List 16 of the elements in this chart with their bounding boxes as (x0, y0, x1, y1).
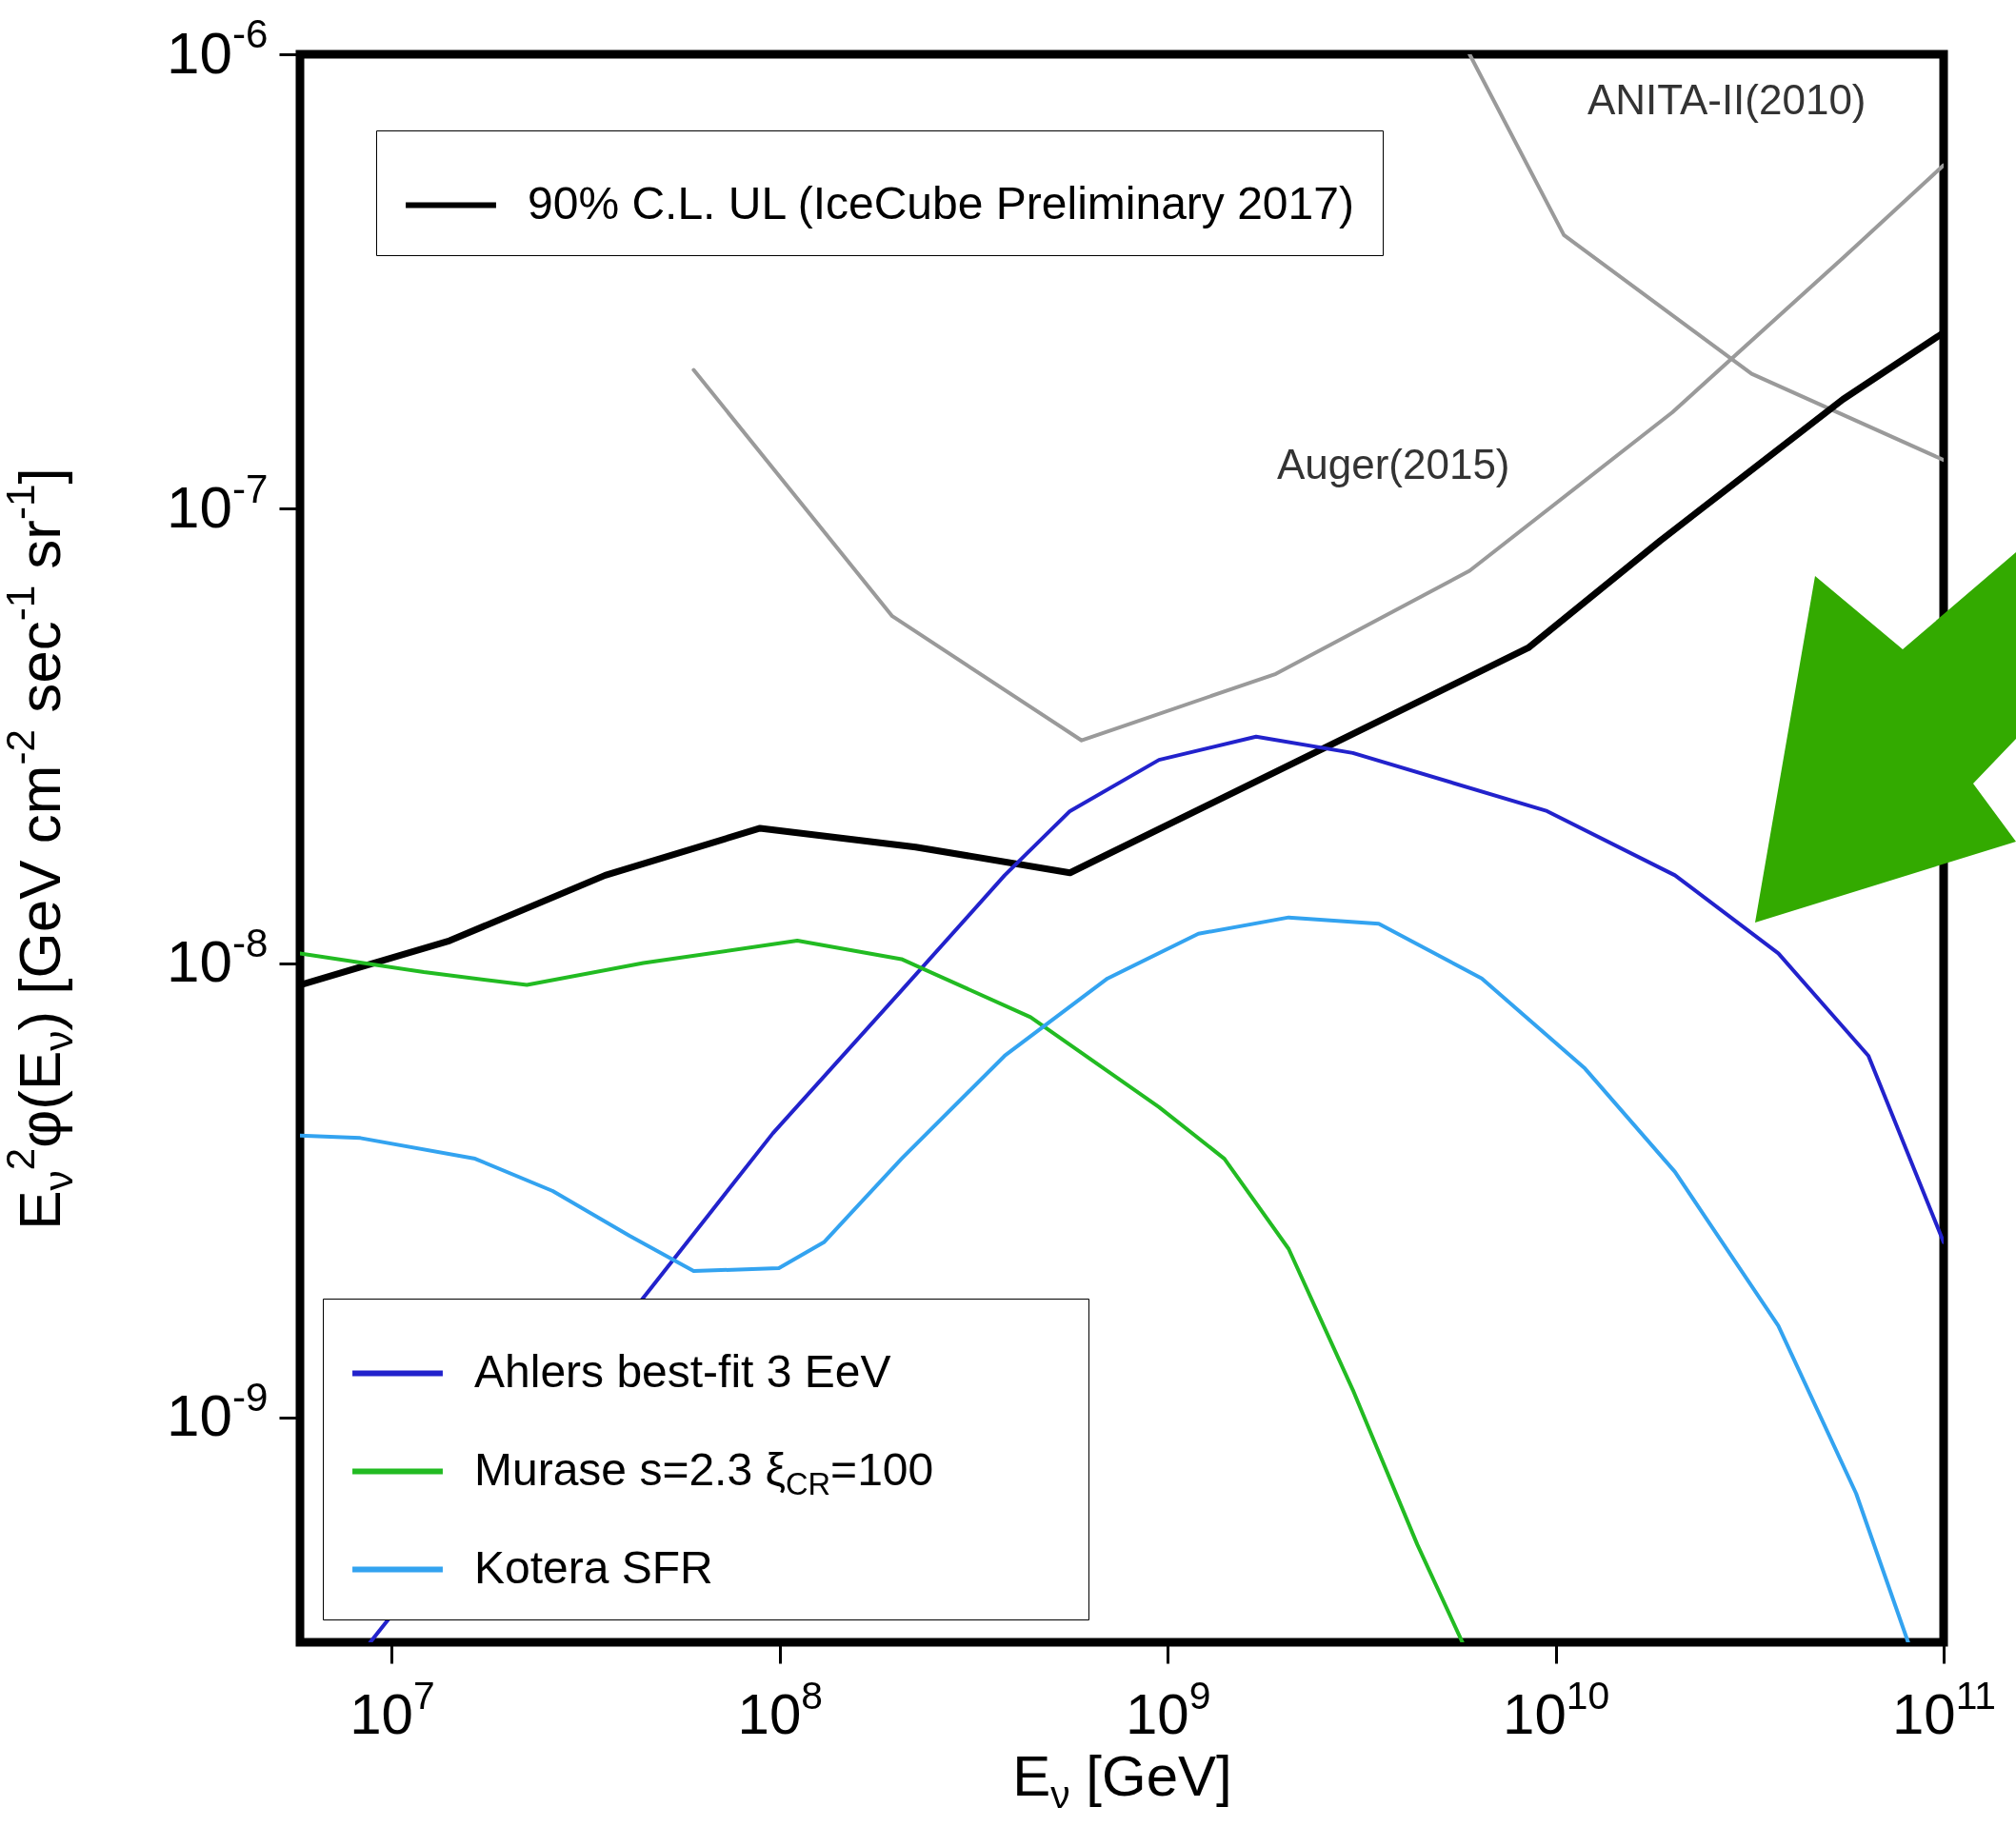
x-tick-label: 10$^{10}$ (1503, 1674, 1610, 1746)
legend-label: Murase s=2.3 ξ$_{CR}$=100 (474, 1443, 934, 1502)
y-tick-label: 10$^{-9}$ (167, 1375, 269, 1449)
x-tick-label: 10$^{11}$ (1891, 1674, 1997, 1746)
legend-label: Ahlers best-fit 3 EeV (474, 1345, 891, 1397)
legend-label: Kotera SFR (474, 1541, 713, 1593)
x-tick-label: 10$^{9}$ (1125, 1674, 1211, 1746)
y-tick-label: 10$^{-7}$ (167, 466, 269, 540)
series-label: Auger(2015) (1276, 440, 1510, 487)
legend-label: 90% C.L. UL (IceCube Preliminary 2017) (528, 177, 1354, 228)
x-tick-label: 10$^{7}$ (349, 1674, 435, 1746)
x-tick-label: 10$^{8}$ (737, 1674, 824, 1746)
y-tick-label: 10$^{-8}$ (167, 921, 269, 995)
y-tick-label: 10$^{-6}$ (167, 11, 269, 86)
x-axis-title: E$_{ν}$ [GeV] (1012, 1743, 1232, 1817)
series-label: ANITA-II(2010) (1587, 76, 1866, 123)
